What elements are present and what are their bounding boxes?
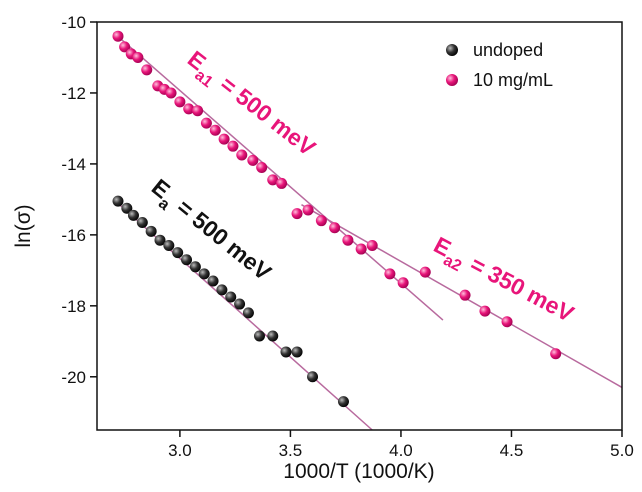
- y-tick-label: -18: [61, 297, 86, 316]
- data-point: [342, 234, 354, 246]
- data-point: [207, 275, 219, 287]
- y-tick-label: -12: [61, 84, 86, 103]
- data-point: [189, 261, 201, 273]
- legend-label: undoped: [473, 40, 543, 60]
- data-point: [267, 174, 279, 186]
- data-point: [181, 254, 193, 266]
- data-point: [384, 268, 396, 280]
- x-tick-label: 3.0: [168, 441, 192, 460]
- data-point: [145, 225, 157, 237]
- data-point: [355, 243, 367, 255]
- data-point: [119, 41, 131, 53]
- data-point: [192, 105, 204, 117]
- y-tick-label: -20: [61, 368, 86, 387]
- data-point: [247, 154, 259, 166]
- data-point: [397, 277, 409, 289]
- data-point: [291, 208, 303, 220]
- data-point: [200, 117, 212, 129]
- data-point: [132, 51, 144, 63]
- y-tick-label: -10: [61, 13, 86, 32]
- data-point: [315, 215, 327, 227]
- y-axis-label: ln(σ): [12, 204, 35, 247]
- x-tick-label: 4.0: [389, 441, 413, 460]
- data-point: [234, 298, 246, 310]
- y-tick-label: -14: [61, 155, 86, 174]
- data-point: [216, 284, 228, 296]
- data-point: [307, 371, 319, 383]
- legend-marker: [446, 74, 458, 86]
- annotation: Ea2= 350 meV: [427, 231, 579, 332]
- data-point: [236, 149, 248, 161]
- data-point: [183, 103, 195, 115]
- x-axis-label: 1000/T (1000/K): [283, 460, 434, 483]
- annotation: Ea1= 500 meV: [179, 45, 321, 166]
- data-point: [242, 307, 254, 319]
- data-point: [127, 209, 139, 221]
- data-point: [366, 240, 378, 252]
- plot-frame: [96, 21, 623, 431]
- data-point: [141, 64, 153, 76]
- x-tick-label: 5.0: [610, 441, 634, 460]
- data-point: [329, 222, 341, 234]
- data-point: [280, 346, 292, 358]
- data-point: [337, 396, 349, 408]
- annotation: Ea= 500 meV: [143, 174, 277, 291]
- y-tick-label: -16: [61, 226, 86, 245]
- data-point: [459, 289, 471, 301]
- data-point: [154, 234, 166, 246]
- data-point: [174, 96, 186, 108]
- x-tick-label: 4.5: [500, 441, 524, 460]
- data-point: [163, 240, 175, 252]
- x-tick-label: 3.5: [279, 441, 303, 460]
- data-point: [198, 268, 210, 280]
- data-point: [165, 87, 177, 99]
- data-point: [302, 204, 314, 216]
- legend-marker: [446, 44, 458, 56]
- data-point: [112, 195, 124, 207]
- legend-label: 10 mg/mL: [473, 70, 553, 90]
- data-point: [253, 330, 265, 342]
- data-point: [218, 133, 230, 145]
- data-point: [550, 348, 562, 360]
- annotation-subscript: a2: [440, 252, 464, 275]
- data-point: [479, 305, 491, 317]
- data-point: [267, 330, 279, 342]
- data-point: [227, 140, 239, 152]
- annotation-value: = 500 meV: [172, 194, 277, 286]
- data-point: [209, 124, 221, 136]
- data-point: [225, 291, 237, 303]
- data-point: [276, 177, 288, 189]
- data-point: [419, 266, 431, 278]
- data-point: [112, 30, 124, 42]
- data-point: [172, 247, 184, 259]
- data-point: [121, 202, 133, 214]
- data-point: [501, 316, 513, 328]
- data-point: [136, 216, 148, 228]
- data-point: [291, 346, 303, 358]
- data-point: [256, 161, 268, 173]
